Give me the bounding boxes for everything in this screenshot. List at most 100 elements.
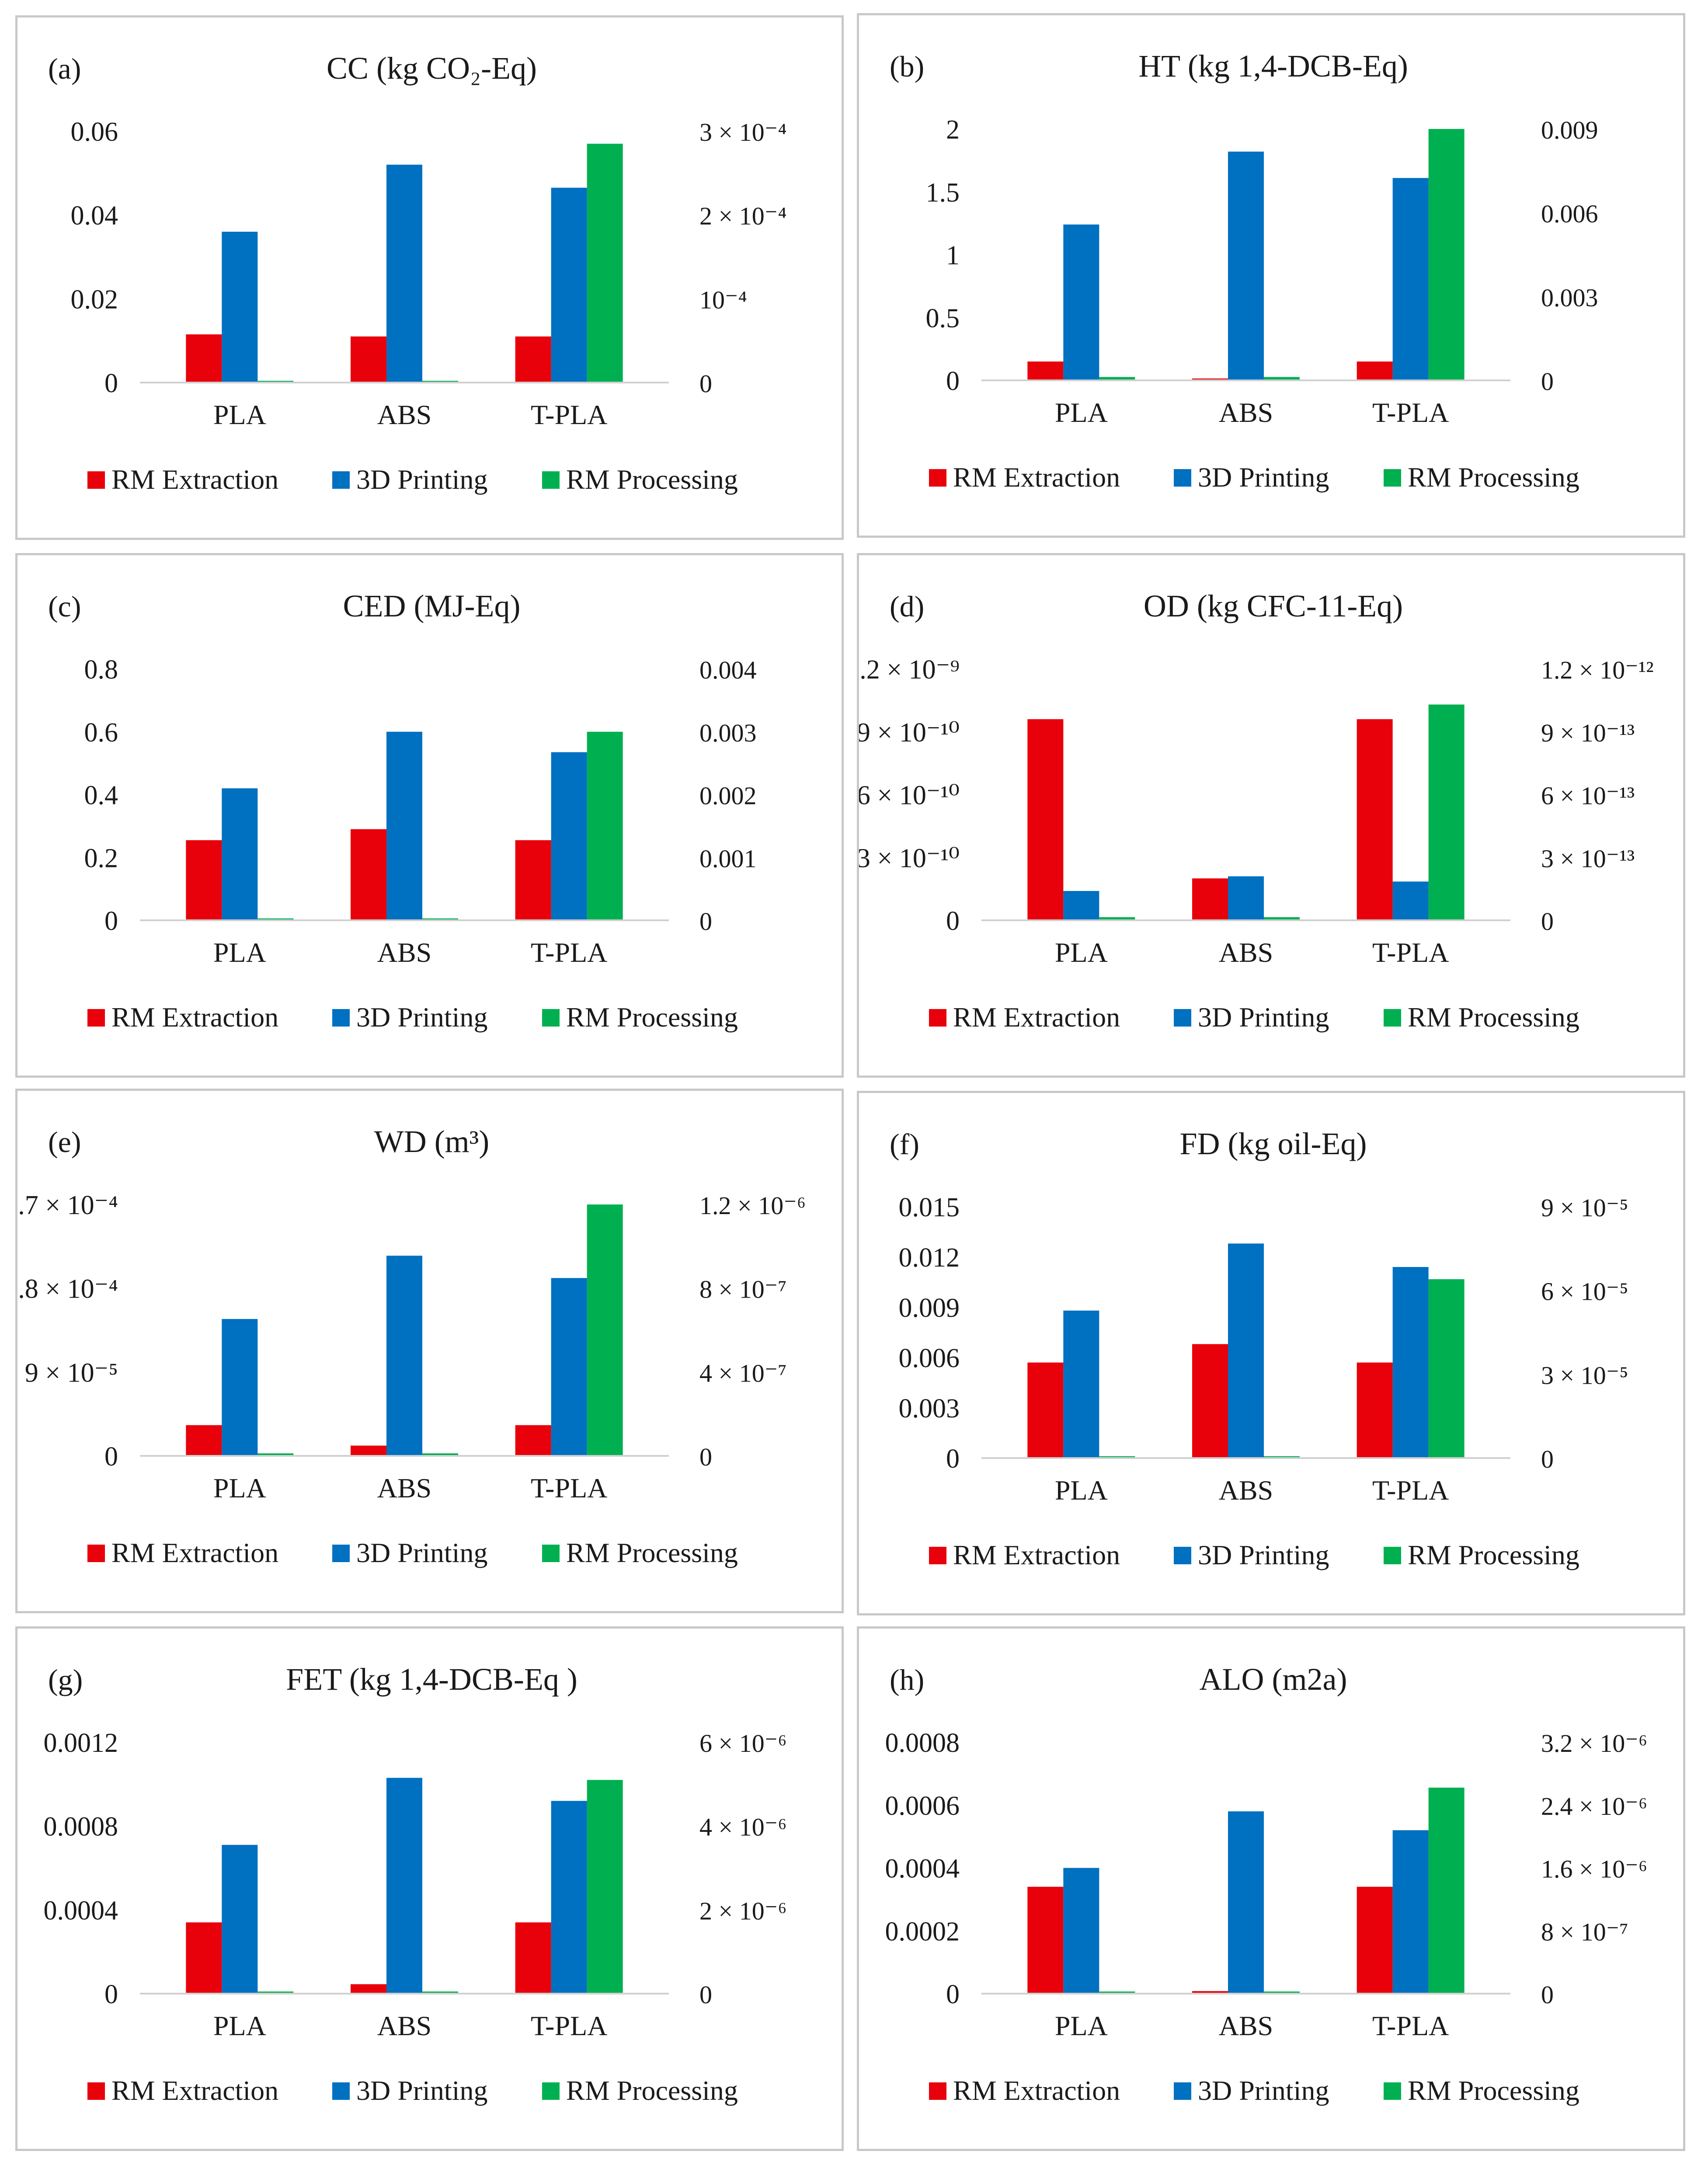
legend-swatch-processing [542,2082,560,2100]
bar-extraction-abs [1192,1344,1228,1458]
bar-processing-abs [422,918,458,920]
x-tick-label: ABS [1219,397,1273,428]
bar-printing-abs [386,1778,422,1994]
bar-printing-t-pla [1392,1830,1429,1994]
legend-label-printing: 3D Printing [1198,1002,1329,1033]
y-tick-left: 3 × 10⁻¹⁰ [859,843,960,873]
bar-extraction-t-pla [1357,719,1393,920]
legend-swatch-processing [1384,2082,1401,2100]
y-tick-right: 6 × 10⁻⁶ [699,1729,787,1758]
bar-printing-abs [386,1256,422,1456]
legend-label-processing: RM Processing [1408,462,1579,493]
legend-label-printing: 3D Printing [1198,1539,1329,1570]
chart-svg-g: (g) FET (kg 1,4-DCB-Eq ) 0 0.0004 0.0008 0.00… [44,1662,787,2106]
y-tick-left: 0.0012 [44,1728,118,1758]
bar-extraction-abs [351,1984,386,1994]
legend-swatch-extraction [87,2082,105,2100]
y-tick-right: 9 × 10⁻¹³ [1541,719,1635,747]
y-tick-left: 9 × 10⁻¹⁰ [859,718,960,748]
chart-title: CED (MJ-Eq) [343,588,521,623]
legend-swatch-extraction [929,1547,946,1564]
y-tick-left: 0.003 [899,1394,960,1424]
bar-processing-pla [257,918,294,920]
legend-swatch-printing [332,1009,350,1027]
y-tick-right: 0 [1541,907,1554,936]
bar-processing-t-pla [587,1780,623,1994]
y-tick-left: 0 [946,366,960,396]
y-tick-left: 0 [946,906,960,936]
panel-letter: (b) [890,50,924,83]
y-tick-left: 0.02 [71,285,118,314]
chart-panel-e: (e) WD (m³) 0 9 × 10⁻⁵ 1.8 × 10⁻⁴ 2.7 × 10⁻⁴ 0… [15,1089,844,1613]
y-tick-left: 0 [104,1980,118,2009]
y-tick-left: 0.012 [899,1243,960,1273]
chart-panel-f: (f) FD (kg oil-Eq) 0 0.003 0.006 0.009 0.012 0.… [857,1091,1685,1615]
bar-printing-t-pla [551,1278,587,1456]
y-tick-right: 2 × 10⁻⁶ [699,1897,787,1925]
x-tick-label: ABS [1219,937,1273,968]
y-tick-right: 2 × 10⁻⁴ [699,202,787,230]
y-tick-left: 0 [104,369,118,398]
bar-extraction-t-pla [515,840,551,920]
bar-processing-pla [1099,377,1135,380]
chart-panel-d: (d) OD (kg CFC-11-Eq) 0 3 × 10⁻¹⁰ 6 × 10⁻¹⁰ 9… [857,553,1685,1078]
y-tick-right: 1.6 × 10⁻⁶ [1541,1855,1647,1883]
y-tick-left: 0.6 [84,718,118,748]
y-tick-left: 1.5 [926,178,960,208]
y-tick-left: 9 × 10⁻⁵ [25,1358,118,1388]
legend-swatch-processing [542,471,560,489]
x-tick-label: PLA [213,937,266,968]
y-tick-left: 0.8 [84,655,118,685]
bar-processing-abs [1264,1991,1300,1994]
legend-label-printing: 3D Printing [356,1002,487,1033]
panel-letter: (a) [48,52,81,85]
x-tick-label: T-PLA [1372,397,1449,428]
y-tick-right: 1.2 × 10⁻¹² [1541,656,1654,684]
chart-panel-g: (g) FET (kg 1,4-DCB-Eq ) 0 0.0004 0.0008 0.00… [15,1626,844,2151]
chart-svg-b: (b) HT (kg 1,4-DCB-Eq) 0 0.5 1 1.5 2 0 0.003 0.00… [890,49,1598,493]
x-tick-label: ABS [377,2010,432,2041]
legend-swatch-printing [1174,469,1191,487]
bar-printing-t-pla [1392,178,1429,380]
y-tick-left: 0.009 [899,1293,960,1323]
bar-processing-abs [422,1453,458,1456]
x-tick-label: T-PLA [531,2010,607,2041]
y-tick-left: 0.0004 [44,1896,118,1925]
panel-letter: (c) [48,590,81,623]
legend-swatch-processing [542,1545,560,1562]
legend-label-processing: RM Processing [1408,1002,1579,1033]
bar-processing-t-pla [1428,1279,1464,1458]
legend-label-extraction: RM Extraction [111,464,278,495]
y-tick-left: 2.7 × 10⁻⁴ [17,1190,118,1220]
bar-printing-abs [1228,876,1264,920]
legend-swatch-extraction [929,2082,946,2100]
legend-swatch-printing [332,2082,350,2100]
y-tick-right: 3.2 × 10⁻⁶ [1541,1729,1647,1758]
bar-printing-abs [1228,1811,1264,1994]
chart-title: FET (kg 1,4-DCB-Eq ) [286,1662,577,1697]
y-tick-right: 0.003 [1541,283,1598,312]
chart-svg-c: (c) CED (MJ-Eq) 0 0.2 0.4 0.6 0.8 0 0.001 0.002 0.… [48,588,757,1033]
y-tick-left: 0.0004 [885,1854,960,1884]
bar-extraction-pla [186,334,222,383]
bar-extraction-t-pla [515,1425,551,1456]
bar-processing-pla [257,1453,294,1456]
panel-letter: (d) [890,590,924,623]
chart-svg-f: (f) FD (kg oil-Eq) 0 0.003 0.006 0.009 0.012 0.… [890,1126,1628,1570]
legend-swatch-printing [332,471,350,489]
legend-swatch-printing [1174,1009,1191,1027]
x-tick-label: PLA [1055,2010,1108,2041]
y-tick-left: 0.006 [899,1344,960,1373]
y-tick-left: 0.0008 [44,1812,118,1842]
legend-label-extraction: RM Extraction [111,1537,278,1568]
bar-processing-pla [257,1991,294,1994]
y-tick-left: 1.2 × 10⁻⁹ [859,655,960,685]
y-tick-right: 0.003 [699,719,757,747]
legend-swatch-printing [1174,2082,1191,2100]
legend-swatch-extraction [87,471,105,489]
legend-label-processing: RM Processing [566,1537,738,1568]
y-tick-right: 3 × 10⁻⁵ [1541,1361,1628,1389]
legend-label-printing: 3D Printing [1198,462,1329,493]
bar-printing-abs [1228,1243,1264,1458]
panel-letter: (h) [890,1663,924,1696]
